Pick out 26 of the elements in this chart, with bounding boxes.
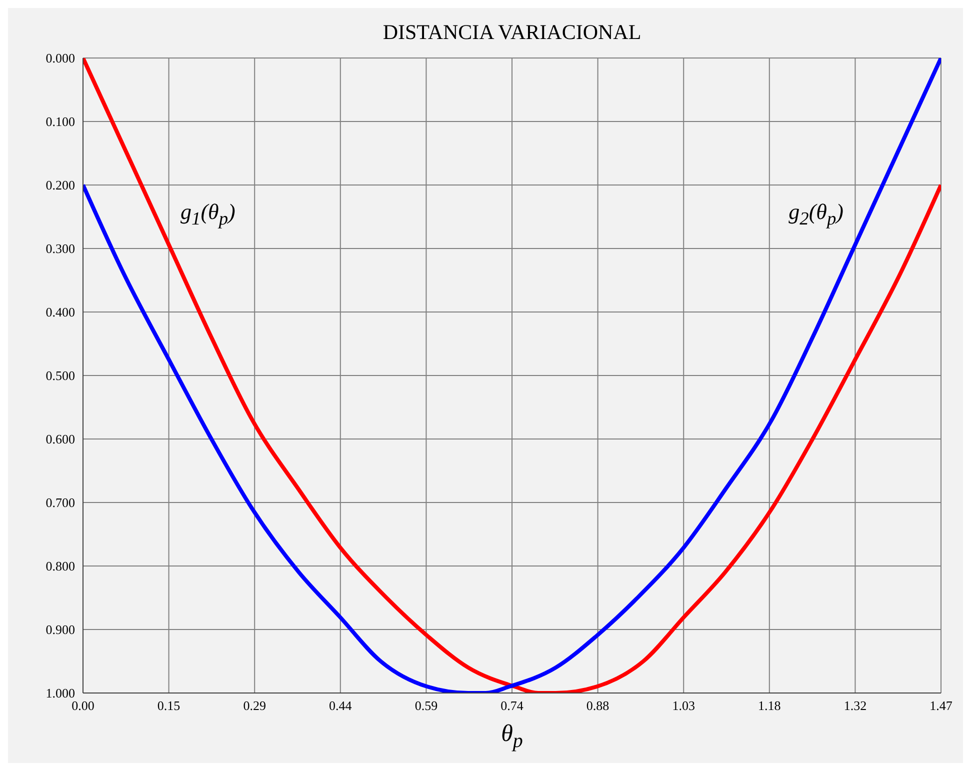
x-tick-label: 0.15	[157, 698, 180, 714]
y-tick-label: 0.300	[46, 241, 75, 256]
y-tick-label: 0.000	[46, 50, 75, 66]
x-tick-label: 1.03	[672, 698, 695, 714]
chart-title: DISTANCIA VARIACIONAL	[382, 20, 642, 45]
x-tick-label: 0.59	[414, 698, 438, 714]
x-axis-title: θ$_{p}$	[500, 721, 524, 753]
y-tick-label: 0.200	[46, 178, 75, 193]
x-tick-label: 1.18	[758, 698, 781, 714]
series-label: g$_{2}$(θ$_{p}$)	[788, 198, 844, 229]
x-tick-label: 0.00	[72, 698, 94, 714]
x-tick-label: 1.47	[930, 698, 953, 714]
series-label: g$_{1}$(θ$_{p}$)	[180, 198, 236, 229]
y-tick-label: 0.600	[46, 432, 75, 447]
y-tick-label: 0.100	[46, 114, 75, 130]
y-tick-label: 1.000	[46, 686, 75, 701]
x-tick-label: 0.29	[243, 698, 266, 714]
x-tick-label: 1.32	[844, 698, 867, 714]
y-tick-label: 0.800	[46, 558, 75, 574]
x-tick-label: 0.88	[586, 698, 610, 714]
x-tick-label: 0.44	[329, 698, 352, 714]
y-tick-label: 0.700	[46, 495, 75, 510]
x-tick-label: 0.74	[500, 698, 524, 714]
y-tick-label: 0.500	[46, 368, 75, 384]
y-tick-label: 0.900	[46, 622, 75, 638]
y-tick-label: 0.400	[46, 304, 75, 320]
